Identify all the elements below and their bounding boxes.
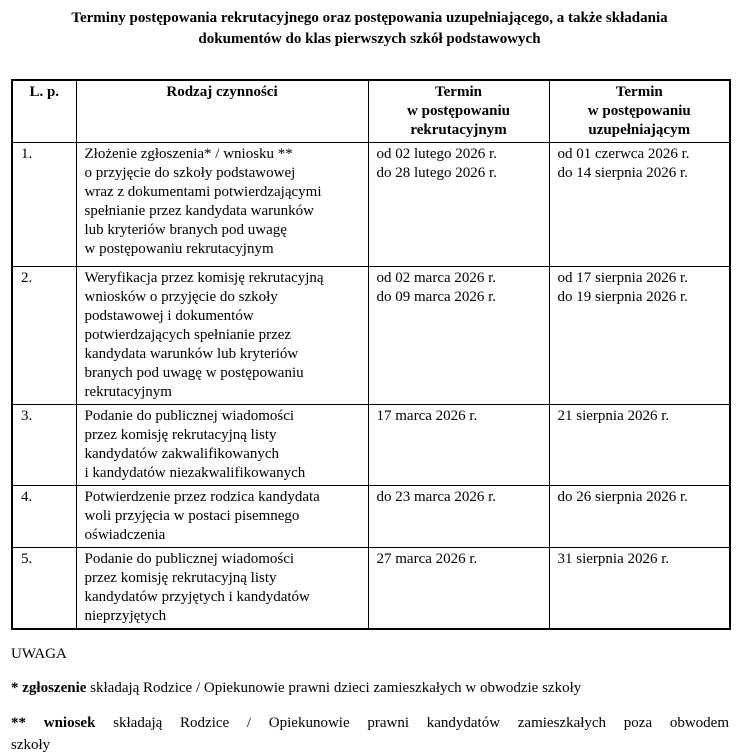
footnote-bold-term: zgłoszenie xyxy=(22,680,87,696)
table-row: 3. Podanie do publicznej wiadomości prze… xyxy=(11,404,731,486)
footnote-text: składają Rodzice / Opiekunowie prawni dz… xyxy=(86,680,582,696)
table-row: 1. Złożenie zgłoszenia* / wniosku ** o p… xyxy=(11,142,731,267)
cell-lp: 5. xyxy=(11,547,77,630)
notes-heading: UWAGA xyxy=(11,646,67,662)
footnote-marker: ** xyxy=(11,715,44,731)
cell-term-recruitment: od 02 lutego 2026 r. do 28 lutego 2026 r… xyxy=(367,142,550,267)
cell-lp: 1. xyxy=(11,142,77,267)
cell-term-supplementary: od 01 czerwca 2026 r. do 14 sierpnia 202… xyxy=(548,142,731,267)
footnote-wniosek: ** wniosek składają Rodzice / Opiekunowi… xyxy=(11,712,729,756)
footnote-line-2: szkoły xyxy=(11,737,51,753)
header-activity: Rodzaj czynności xyxy=(75,79,369,143)
header-term-supplementary: Termin w postępowaniu uzupełniającym xyxy=(548,79,731,143)
table-row: 5. Podanie do publicznej wiadomości prze… xyxy=(11,547,731,630)
cell-term-recruitment: 17 marca 2026 r. xyxy=(367,404,550,486)
header-term-recruitment: Termin w postępowaniu rekrutacyjnym xyxy=(367,79,550,143)
cell-activity: Podanie do publicznej wiadomości przez k… xyxy=(75,404,369,486)
cell-activity: Złożenie zgłoszenia* / wniosku ** o przy… xyxy=(75,142,369,267)
footnote-bold-term: wniosek xyxy=(43,715,96,731)
cell-lp: 2. xyxy=(11,266,77,405)
cell-term-recruitment: od 02 marca 2026 r. do 09 marca 2026 r. xyxy=(367,266,550,405)
recruitment-schedule-table: L. p. Rodzaj czynności Termin w postępow… xyxy=(11,79,731,630)
footnotes-section: UWAGA * zgłoszenie składają Rodzice / Op… xyxy=(11,644,729,756)
footnote-text: składają Rodzice / Opiekunowie prawni ka… xyxy=(95,715,729,731)
footnote-line-1: ** wniosek składają Rodzice / Opiekunowi… xyxy=(11,712,729,734)
cell-activity: Weryfikacja przez komisję rekrutacyjną w… xyxy=(75,266,369,405)
cell-term-recruitment: 27 marca 2026 r. xyxy=(367,547,550,630)
cell-term-supplementary: od 17 sierpnia 2026 r. do 19 sierpnia 20… xyxy=(548,266,731,405)
cell-term-recruitment: do 23 marca 2026 r. xyxy=(367,485,550,548)
cell-lp: 3. xyxy=(11,404,77,486)
cell-term-supplementary: 21 sierpnia 2026 r. xyxy=(548,404,731,486)
table-row: 4. Potwierdzenie przez rodzica kandydata… xyxy=(11,485,731,548)
footnote-marker: * xyxy=(11,680,23,696)
cell-term-supplementary: do 26 sierpnia 2026 r. xyxy=(548,485,731,548)
table-header-row: L. p. Rodzaj czynności Termin w postępow… xyxy=(11,79,731,143)
table-row: 2. Weryfikacja przez komisję rekrutacyjn… xyxy=(11,266,731,405)
cell-lp: 4. xyxy=(11,485,77,548)
footnote-zgloszenie: * zgłoszenie składają Rodzice / Opiekuno… xyxy=(11,677,729,699)
cell-term-supplementary: 31 sierpnia 2026 r. xyxy=(548,547,731,630)
header-lp: L. p. xyxy=(11,79,77,143)
page-title: Terminy postępowania rekrutacyjnego oraz… xyxy=(71,10,668,47)
cell-activity: Potwierdzenie przez rodzica kandydata wo… xyxy=(75,485,369,548)
cell-activity: Podanie do publicznej wiadomości przez k… xyxy=(75,547,369,630)
